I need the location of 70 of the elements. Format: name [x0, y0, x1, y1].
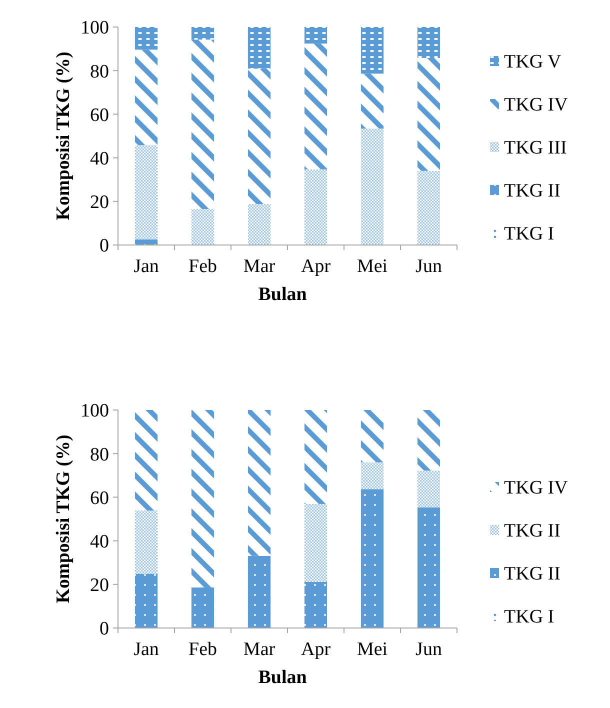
- y-axis-title: Komposisi TKG (%): [53, 52, 74, 220]
- bar: [248, 68, 271, 204]
- x-tick-label: Jun: [416, 256, 442, 277]
- bar: [417, 470, 440, 508]
- y-tick-label: 60: [90, 488, 109, 509]
- bar: [304, 582, 328, 628]
- y-tick-label: 0: [100, 618, 109, 640]
- bar: [191, 40, 214, 210]
- legend-label: TKG I: [504, 606, 554, 628]
- bar: [191, 410, 214, 588]
- bar: [304, 27, 328, 44]
- bar: [360, 128, 384, 245]
- bar: [304, 44, 328, 170]
- bar: [191, 27, 214, 40]
- bar: [191, 587, 214, 628]
- x-tick-label: Mar: [243, 256, 276, 277]
- x-axis-title: Bulan: [258, 667, 308, 688]
- bar: [417, 170, 440, 245]
- y-axis-title: Komposisi TKG (%): [53, 434, 74, 604]
- x-tick-label: Apr: [300, 639, 332, 660]
- bar: [134, 410, 158, 510]
- legend-label: TKG II: [504, 564, 560, 585]
- bar: [360, 462, 384, 490]
- bar: [360, 74, 384, 129]
- legend-label: TKG II: [504, 520, 560, 542]
- bar: [134, 145, 158, 240]
- bar: [304, 410, 328, 504]
- x-tick-label: Mei: [356, 256, 388, 277]
- y-tick-label: 20: [90, 575, 109, 596]
- bar: [134, 510, 158, 574]
- y-tick-label: 60: [90, 104, 109, 126]
- legend-label: TKG III: [504, 138, 567, 159]
- y-tick-label: 0: [100, 236, 109, 257]
- y-tick-label: 100: [80, 18, 109, 39]
- bar: [134, 50, 158, 146]
- legend-label: TKG IV: [504, 94, 568, 116]
- legend-label: TKG V: [504, 52, 562, 73]
- x-tick-label: Feb: [188, 639, 217, 660]
- legend-label: TKG IV: [504, 478, 568, 499]
- bar: [360, 27, 384, 74]
- bar: [360, 489, 384, 628]
- x-tick-label: Feb: [188, 256, 217, 277]
- x-tick-label: Apr: [300, 256, 332, 277]
- bar: [134, 27, 158, 50]
- x-axis-title: Bulan: [258, 284, 308, 305]
- legend-label: TKG II: [504, 180, 560, 202]
- bar: [417, 410, 440, 471]
- y-tick-label: 80: [90, 444, 109, 466]
- x-tick-label: Mar: [243, 639, 276, 660]
- bar: [304, 169, 328, 245]
- bar: [304, 504, 328, 582]
- x-tick-label: Jan: [134, 256, 160, 277]
- y-tick-label: 40: [90, 148, 109, 170]
- bar: [248, 410, 271, 556]
- bar: [191, 209, 214, 245]
- y-tick-label: 20: [90, 192, 109, 214]
- x-tick-label: Mei: [356, 639, 388, 660]
- bar: [134, 574, 158, 628]
- legend-label: TKG I: [504, 224, 554, 245]
- bar: [417, 58, 440, 171]
- bar: [248, 204, 271, 245]
- bar: [417, 507, 440, 628]
- x-tick-label: Jun: [416, 639, 442, 660]
- y-tick-label: 80: [90, 61, 109, 82]
- bar: [417, 27, 440, 58]
- x-tick-label: Jan: [134, 639, 160, 660]
- bar: [248, 27, 271, 69]
- y-tick-label: 100: [80, 400, 109, 422]
- bar: [248, 556, 271, 628]
- y-tick-label: 40: [90, 531, 109, 552]
